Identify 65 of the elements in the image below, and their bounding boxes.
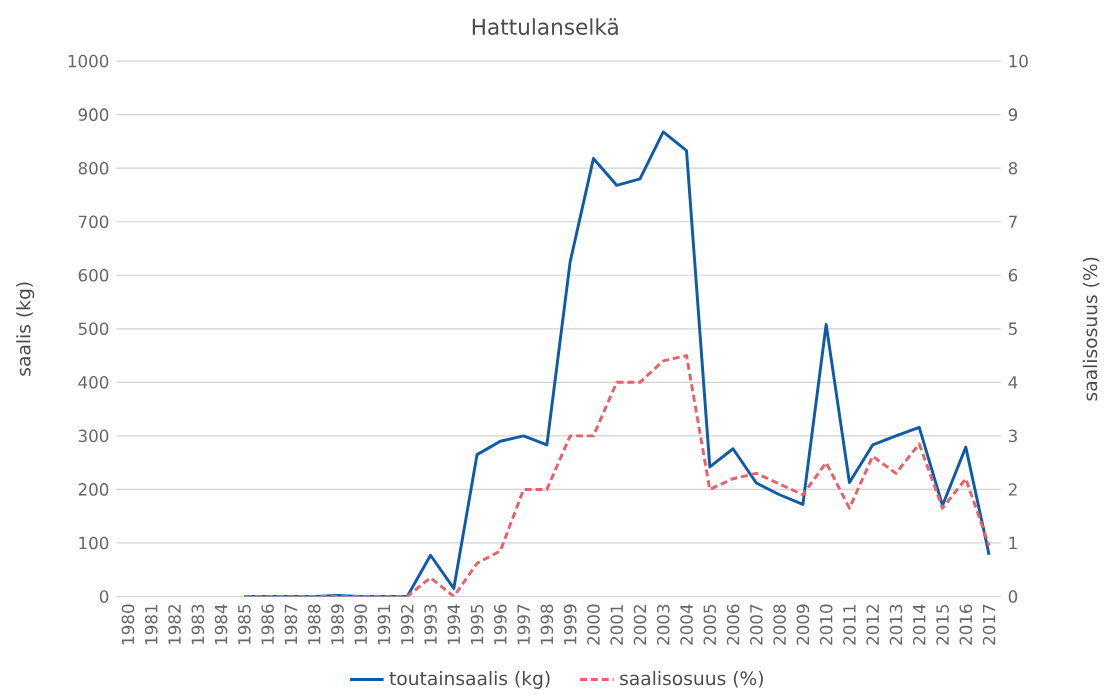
y-tick-label: 900 bbox=[78, 108, 109, 122]
x-tick-label: 2013 bbox=[889, 604, 903, 645]
y2-tick-label: 4 bbox=[1008, 376, 1018, 389]
x-tick-label: 2009 bbox=[796, 604, 810, 645]
x-tick-label: 1985 bbox=[238, 604, 251, 645]
x-tick-label: 2000 bbox=[587, 604, 600, 645]
y-tick-label: 700 bbox=[78, 215, 109, 229]
y2-tick-label: 7 bbox=[1009, 215, 1017, 228]
y-tick-label: 500 bbox=[78, 322, 109, 336]
x-tick-label: 1987 bbox=[284, 604, 298, 645]
y-tick-label: 200 bbox=[78, 483, 109, 496]
x-tick-label: 2008 bbox=[773, 604, 786, 645]
x-tick-label: 2017 bbox=[982, 604, 996, 645]
y2-tick-label: 3 bbox=[1008, 429, 1017, 443]
x-tick-label: 2014 bbox=[912, 604, 926, 645]
x-tick-label: 2010 bbox=[819, 604, 833, 645]
y-axis-title: saalis (kg) bbox=[16, 282, 35, 376]
x-tick-label: 1994 bbox=[447, 604, 461, 645]
x-tick-label: 1984 bbox=[214, 604, 228, 645]
x-tick-label: 2015 bbox=[936, 604, 949, 645]
y2-tick-label: 2 bbox=[1008, 483, 1017, 496]
x-tick-label: 1990 bbox=[354, 604, 368, 645]
y2-axis-title: saalisosuus (%) bbox=[1082, 257, 1100, 401]
chart-title: Hattulanselkä bbox=[472, 18, 618, 36]
y-tick-label: 600 bbox=[78, 269, 109, 282]
x-tick-label: 1988 bbox=[307, 604, 321, 645]
x-tick-label: 1999 bbox=[563, 604, 577, 645]
y2-tick-label: 8 bbox=[1008, 161, 1018, 175]
x-tick-label: 1998 bbox=[540, 604, 554, 645]
y2-tick-label: 5 bbox=[1008, 322, 1017, 336]
y2-tick-label: 1 bbox=[1009, 536, 1017, 550]
x-tick-label: 1997 bbox=[517, 604, 530, 645]
y-tick-label: 1000 bbox=[68, 54, 109, 68]
x-tick-label: 1993 bbox=[424, 604, 437, 645]
y2-tick-label: 6 bbox=[1008, 269, 1018, 282]
legend-label: saalisosuus (%) bbox=[620, 670, 763, 688]
y2-tick-label: 10 bbox=[1009, 54, 1028, 68]
x-tick-label: 1996 bbox=[494, 604, 507, 645]
x-tick-label: 2012 bbox=[866, 605, 880, 645]
x-tick-label: 1995 bbox=[470, 604, 484, 645]
x-tick-label: 2016 bbox=[959, 604, 973, 645]
x-tick-label: 2006 bbox=[726, 604, 740, 645]
y2-tick-label: 0 bbox=[1008, 590, 1018, 603]
y-tick-label: 100 bbox=[79, 536, 109, 550]
x-tick-label: 1983 bbox=[191, 604, 205, 645]
x-tick-label: 2003 bbox=[656, 604, 670, 645]
x-tick-label: 1991 bbox=[377, 605, 391, 645]
x-tick-label: 1989 bbox=[331, 604, 344, 645]
y-tick-label: 800 bbox=[78, 161, 109, 175]
x-tick-label: 1992 bbox=[400, 605, 414, 645]
y2-tick-label: 9 bbox=[1008, 108, 1018, 122]
x-tick-label: 2011 bbox=[843, 605, 856, 645]
legend-label: toutainsaalis (kg) bbox=[389, 670, 550, 690]
x-tick-label: 2007 bbox=[750, 604, 763, 645]
y-tick-label: 300 bbox=[78, 429, 109, 443]
y-tick-label: 0 bbox=[99, 590, 109, 603]
x-tick-label: 1981 bbox=[144, 605, 158, 645]
x-tick-label: 2004 bbox=[680, 604, 693, 645]
x-tick-label: 2002 bbox=[633, 605, 647, 645]
x-tick-label: 2001 bbox=[610, 605, 624, 645]
x-tick-label: 2005 bbox=[703, 604, 717, 645]
x-tick-label: 1982 bbox=[168, 605, 181, 645]
y-tick-label: 400 bbox=[78, 376, 109, 389]
x-tick-label: 1980 bbox=[121, 604, 135, 645]
x-tick-label: 1986 bbox=[261, 604, 274, 645]
